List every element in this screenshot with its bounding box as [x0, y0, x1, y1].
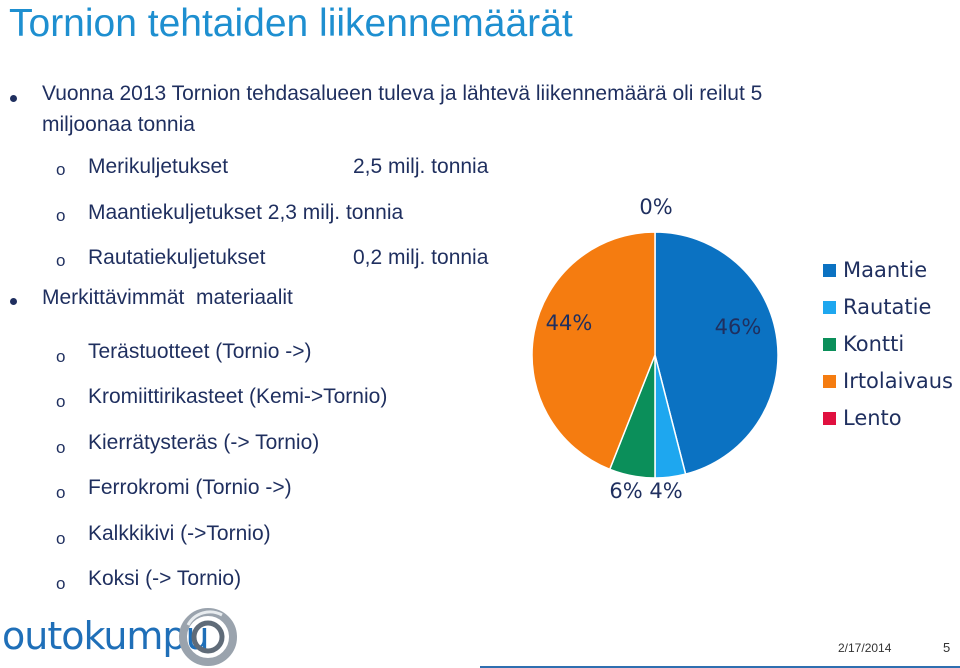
pie-label-maantie: 46% — [715, 315, 762, 339]
pie-label-rautatie: 4% — [649, 479, 682, 503]
legend-label-kontti: Kontti — [843, 332, 904, 356]
slide-date: 2/17/2014 — [838, 641, 892, 655]
outokumpu-logo: outokumpu — [2, 614, 210, 658]
bullet-dot — [10, 298, 17, 305]
pie-label-lento: 0% — [639, 195, 672, 219]
sub-marker: o — [56, 347, 66, 366]
legend-label-irtolaivaus: Irtolaivaus — [843, 369, 953, 393]
sub-marker: o — [56, 251, 66, 270]
sub-marker: o — [56, 160, 66, 179]
bullet-1-line-1: Vuonna 2013 Tornion tehdasalueen tuleva … — [42, 82, 763, 105]
bullet-1-line-2: miljoonaa tonnia — [42, 113, 195, 136]
material-item: Ferrokromi (Tornio ->) — [88, 476, 292, 499]
material-item: Koksi (-> Tornio) — [88, 567, 242, 590]
legend-label-maantie: Maantie — [843, 258, 927, 282]
material-item: Kromiittirikasteet (Kemi->Tornio) — [88, 385, 388, 408]
footer-divider — [480, 666, 960, 668]
pie-slice-irtolaivaus — [531, 231, 656, 471]
sub-marker: o — [56, 574, 66, 593]
sub-marker: o — [56, 438, 66, 457]
legend-swatch-kontti — [823, 338, 836, 351]
sub-marker: o — [56, 483, 66, 502]
sub-marker: o — [56, 529, 66, 548]
page-title: Tornion tehtaiden liikennemäärät — [9, 2, 573, 45]
bullet-dot — [10, 95, 17, 102]
sub-item-merikuljetukset-value: 2,5 milj. tonnia — [353, 155, 489, 178]
sub-item-rautatiekuljetukset-value: 0,2 milj. tonnia — [353, 246, 489, 269]
material-item: Kierrätysteräs (-> Tornio) — [88, 431, 320, 454]
bullet-2: Merkittävimmät materiaalit — [42, 286, 293, 309]
sub-marker: o — [56, 392, 66, 411]
legend-swatch-maantie — [823, 264, 836, 277]
pie-label-kontti: 6% — [609, 479, 642, 503]
pie-chart: 46% 4% 6% 44% 0% Maantie Rautatie Kontti Irtola… — [531, 195, 953, 503]
sub-item-maantiekuljetukset: Maantiekuljetukset 2,3 milj. tonnia — [88, 201, 404, 224]
pie-slice-maantie — [654, 231, 779, 476]
sub-marker: o — [56, 206, 66, 225]
legend-label-rautatie: Rautatie — [843, 295, 931, 319]
material-item: Kalkkikivi (->Tornio) — [88, 522, 271, 545]
legend-label-lento: Lento — [843, 406, 902, 430]
pie-label-irtolaivaus: 44% — [546, 311, 593, 335]
material-item: Terästuotteet (Tornio ->) — [88, 340, 312, 363]
legend-swatch-lento — [823, 412, 836, 425]
sub-item-rautatiekuljetukset: Rautatiekuljetukset — [88, 246, 266, 269]
sub-item-merikuljetukset: Merikuljetukset — [88, 155, 229, 178]
legend-swatch-rautatie — [823, 301, 836, 314]
legend-swatch-irtolaivaus — [823, 375, 836, 388]
outokumpu-logo-icon — [179, 608, 237, 666]
page-number: 5 — [943, 640, 951, 655]
